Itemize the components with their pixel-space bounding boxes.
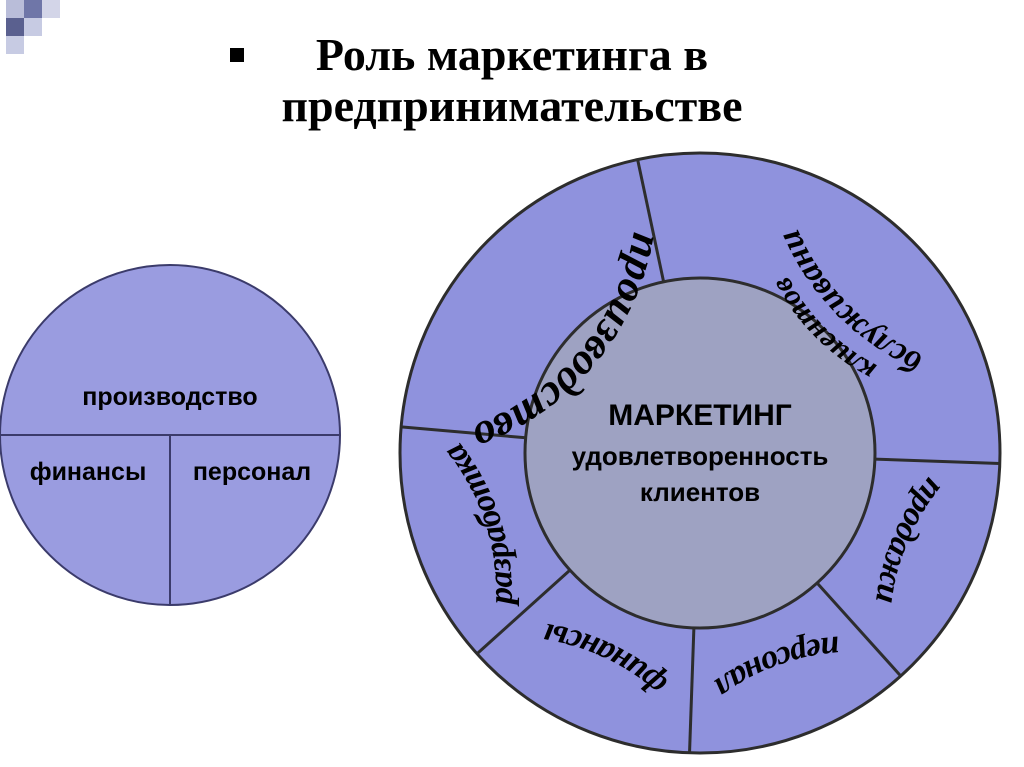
diagram-canvas: производство финансы персонал МАРКЕТИНГ удов… — [0, 0, 1024, 767]
center-label-3: клиентов — [640, 477, 760, 507]
left-label-production: производство — [82, 383, 257, 411]
center-label-2: удовлетворенность — [572, 441, 829, 471]
center-label-1: МАРКЕТИНГ — [608, 399, 792, 432]
left-label-finance: финансы — [30, 458, 147, 486]
left-label-personnel: персонал — [193, 458, 311, 486]
